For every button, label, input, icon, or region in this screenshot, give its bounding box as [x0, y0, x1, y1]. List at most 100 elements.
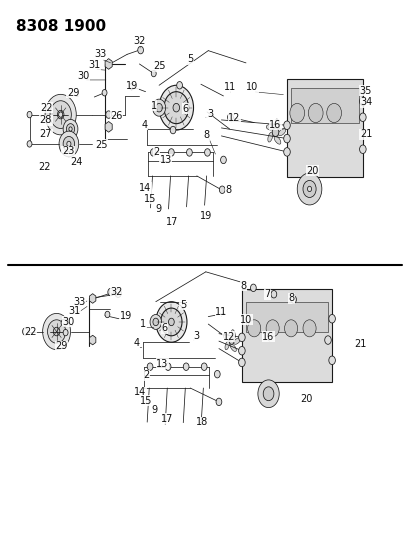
Circle shape [359, 97, 365, 106]
Circle shape [302, 180, 315, 198]
Text: 14: 14 [134, 387, 146, 397]
Circle shape [66, 124, 74, 134]
Text: 30: 30 [63, 317, 75, 327]
Circle shape [263, 387, 273, 401]
Circle shape [164, 92, 188, 124]
Circle shape [58, 112, 63, 117]
Ellipse shape [265, 125, 274, 130]
Circle shape [106, 111, 111, 118]
Circle shape [137, 46, 143, 54]
Circle shape [105, 311, 110, 318]
Ellipse shape [278, 128, 285, 136]
Text: 6: 6 [162, 324, 167, 333]
Text: 24: 24 [70, 157, 82, 167]
Circle shape [307, 187, 311, 192]
Circle shape [168, 149, 174, 156]
Circle shape [170, 126, 175, 134]
Circle shape [289, 103, 304, 123]
Bar [290, 88, 358, 123]
Text: 5: 5 [179, 300, 186, 310]
Circle shape [159, 85, 193, 130]
Circle shape [102, 90, 107, 96]
Circle shape [22, 328, 28, 335]
Text: 11: 11 [224, 83, 236, 92]
Circle shape [328, 314, 335, 323]
Circle shape [229, 338, 234, 344]
Text: 13: 13 [159, 155, 171, 165]
Polygon shape [89, 335, 96, 345]
Circle shape [186, 149, 192, 156]
Circle shape [250, 284, 256, 292]
Text: 10: 10 [239, 315, 252, 325]
Text: 6: 6 [182, 104, 188, 114]
Text: 23: 23 [62, 147, 74, 156]
Circle shape [69, 127, 72, 131]
Text: 16: 16 [269, 120, 281, 130]
Text: 8: 8 [225, 185, 231, 195]
Text: 2: 2 [153, 148, 160, 157]
Text: 22: 22 [38, 163, 50, 172]
Circle shape [272, 128, 278, 136]
Circle shape [265, 320, 279, 337]
Circle shape [59, 131, 79, 157]
Circle shape [297, 173, 321, 205]
Text: 28: 28 [40, 116, 52, 125]
Circle shape [151, 70, 156, 77]
Ellipse shape [231, 330, 235, 339]
Circle shape [328, 356, 335, 365]
Circle shape [155, 302, 187, 342]
Circle shape [147, 363, 153, 370]
Bar [245, 302, 327, 332]
Text: 34: 34 [360, 98, 372, 107]
Text: 21: 21 [359, 130, 371, 139]
Text: 8: 8 [288, 294, 294, 303]
Text: 20: 20 [300, 394, 312, 403]
Circle shape [201, 363, 207, 370]
Circle shape [61, 319, 67, 327]
Text: 8: 8 [240, 281, 246, 290]
Circle shape [150, 149, 156, 156]
Circle shape [152, 99, 165, 116]
Circle shape [165, 363, 171, 370]
Text: 14: 14 [139, 183, 151, 192]
Circle shape [27, 111, 32, 118]
Circle shape [43, 313, 70, 350]
Circle shape [155, 103, 162, 112]
Circle shape [153, 318, 158, 326]
Ellipse shape [275, 119, 279, 130]
Circle shape [308, 103, 322, 123]
Circle shape [359, 145, 365, 154]
Circle shape [129, 83, 134, 90]
Circle shape [283, 121, 290, 130]
Bar [286, 78, 362, 177]
Ellipse shape [274, 136, 280, 144]
Text: 32: 32 [133, 36, 145, 45]
Circle shape [204, 149, 210, 156]
Text: 3: 3 [193, 331, 199, 341]
Text: 31: 31 [68, 306, 81, 316]
Circle shape [176, 82, 182, 89]
Circle shape [257, 380, 279, 408]
Circle shape [283, 148, 290, 156]
Text: 29: 29 [55, 342, 67, 351]
Circle shape [324, 336, 330, 344]
Polygon shape [105, 122, 112, 132]
Circle shape [359, 113, 365, 122]
Circle shape [227, 114, 233, 121]
Text: 1: 1 [151, 101, 156, 110]
Circle shape [57, 110, 64, 119]
Circle shape [67, 141, 71, 147]
Circle shape [290, 296, 296, 303]
Circle shape [27, 141, 32, 147]
Text: 11: 11 [215, 308, 227, 317]
Text: 32: 32 [110, 287, 122, 297]
Circle shape [47, 320, 65, 343]
Circle shape [238, 358, 245, 367]
Circle shape [284, 320, 297, 337]
Text: 15: 15 [139, 396, 152, 406]
Circle shape [45, 94, 76, 135]
Text: 33: 33 [73, 297, 85, 306]
Text: 27: 27 [40, 130, 52, 139]
Text: 29: 29 [67, 88, 79, 98]
Text: 3: 3 [207, 109, 212, 119]
